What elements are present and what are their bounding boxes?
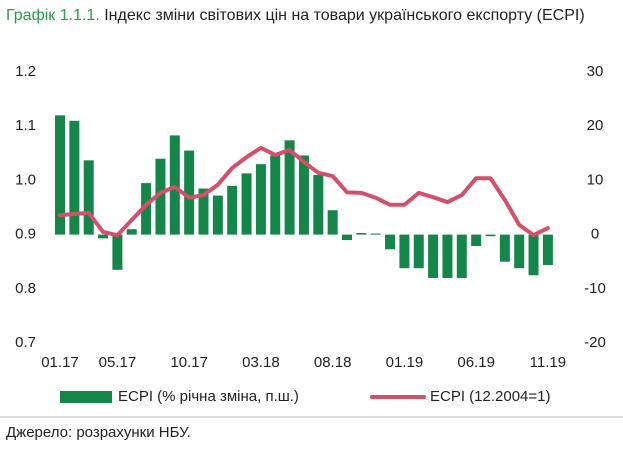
bar <box>284 140 295 235</box>
bar <box>112 234 123 270</box>
bar <box>327 210 338 235</box>
bar <box>155 158 166 235</box>
bar <box>413 234 424 269</box>
bar <box>83 160 94 235</box>
bar <box>184 150 195 235</box>
bar <box>126 229 137 235</box>
bar <box>370 233 381 235</box>
x-tick-label: 01.19 <box>386 354 424 371</box>
bar <box>514 234 525 269</box>
chart-title: Графік 1.1.1. Індекс зміни світових цін … <box>6 6 586 26</box>
title-label: Графік 1.1.1. <box>6 7 100 24</box>
y-tick-label: 0.9 <box>15 226 36 243</box>
bar <box>442 234 453 278</box>
bar <box>385 234 396 250</box>
bar <box>255 164 266 235</box>
bar <box>528 234 539 276</box>
x-tick-label: 11.19 <box>530 354 566 371</box>
legend-label: ECPI (12.2004=1) <box>430 388 551 405</box>
y2-tick-label: 20 <box>587 117 604 134</box>
bar <box>227 185 238 235</box>
bar <box>212 195 223 235</box>
bar <box>485 234 496 237</box>
bar <box>98 234 109 239</box>
bar <box>356 232 367 235</box>
y2-tick-label: 0 <box>591 226 599 243</box>
title-text: Індекс зміни світових цін на товари укра… <box>104 7 585 24</box>
x-tick-label: 03.18 <box>242 354 280 371</box>
bar <box>69 120 80 235</box>
bar <box>428 234 439 278</box>
bar <box>241 173 252 235</box>
bar <box>55 115 65 235</box>
y-tick-label: 1.2 <box>15 63 36 80</box>
x-tick-label: 05.17 <box>99 354 137 371</box>
source: Джерело: розрахунки НБУ. <box>6 424 191 441</box>
legend-label: ECPI (% річна зміна, п.ш.) <box>118 388 299 405</box>
legend-swatch <box>60 391 112 403</box>
bar <box>471 234 482 246</box>
x-tick-label: 06.19 <box>457 354 495 371</box>
y-tick-label: 0.8 <box>15 280 36 297</box>
bar <box>342 234 352 241</box>
bar <box>198 188 209 235</box>
y-tick-label: 1.1 <box>15 117 36 134</box>
y2-tick-label: 30 <box>587 63 604 80</box>
bar <box>499 234 510 262</box>
bar <box>270 155 281 235</box>
y-tick-label: 1.0 <box>15 171 36 188</box>
x-tick-label: 10.17 <box>170 354 208 371</box>
bar <box>141 183 152 235</box>
y-tick-label: 0.7 <box>15 334 36 351</box>
y2-tick-label: 10 <box>587 171 604 188</box>
bar <box>399 234 410 269</box>
bar <box>456 234 467 278</box>
bar <box>298 155 309 235</box>
x-tick-label: 08.18 <box>314 354 352 371</box>
line <box>58 145 550 238</box>
y2-tick-label: -20 <box>584 334 606 351</box>
x-tick-label: 01.17 <box>41 354 79 371</box>
bar <box>542 234 553 265</box>
y2-tick-label: -10 <box>584 280 606 297</box>
bar <box>313 174 324 235</box>
